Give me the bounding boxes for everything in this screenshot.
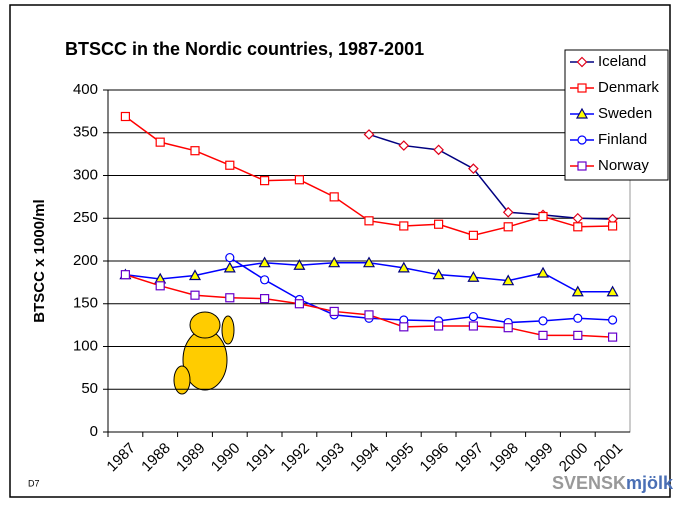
data-point [434,219,444,229]
data-point [397,261,410,273]
data-point [362,256,376,268]
data-point [607,332,618,342]
data-point [225,252,235,263]
data-point [606,285,619,297]
chart-title: BTSCC in the Nordic countries, 1987-2001 [65,39,424,59]
y-axis-label: BTSCC x 1000/ml [31,199,48,322]
data-point [258,256,271,268]
data-point [538,316,548,326]
data-point [502,274,515,286]
logo-part: SVENSK [552,473,626,493]
data-point [223,261,236,273]
data-point [328,256,341,268]
data-point [571,285,584,297]
data-point [294,175,304,185]
y-tick-label: 150 [73,295,98,312]
data-point [468,230,478,240]
legend-marker [575,107,589,119]
data-point [607,221,618,231]
data-point [363,129,375,140]
legend-marker [576,56,588,68]
data-point [293,259,306,270]
y-tick-label: 400 [73,81,98,98]
data-point [538,330,548,340]
data-point [536,266,550,278]
data-point [607,315,618,325]
legend-marker [577,83,587,93]
legend-marker [577,161,587,171]
series-line [229,256,613,324]
data-point [573,313,583,323]
legend-label: Norway [598,157,649,174]
y-tick-label: 300 [73,166,98,183]
data-point [468,163,479,175]
data-point [155,281,165,291]
data-point [120,111,131,122]
data-point [120,270,131,280]
data-point [434,321,444,331]
data-point [260,275,270,285]
data-point [468,321,478,331]
data-point [538,211,548,222]
mascot [173,311,235,395]
data-point [190,290,200,300]
y-tick-label: 100 [73,337,98,354]
data-point [399,221,409,231]
data-point [467,271,480,282]
data-point [364,310,374,320]
data-point [573,222,583,232]
legend-label: Denmark [598,79,659,96]
y-tick-label: 250 [73,209,98,226]
logo: SVENSKmjölk [552,473,674,493]
data-point [398,140,410,151]
data-point [503,323,513,333]
data-point [573,330,583,340]
data-point [503,222,513,232]
y-tick-label: 0 [90,423,98,440]
data-point [294,299,304,309]
y-tick-label: 50 [81,380,98,397]
y-tick-label: 200 [73,252,98,269]
data-point [225,293,235,303]
data-point [188,269,202,281]
data-point [225,160,235,170]
data-point [190,146,200,156]
data-point [399,322,409,332]
data-point [329,306,339,317]
legend-label: Sweden [598,105,652,122]
legend-label: Finland [598,131,647,148]
data-point [432,268,445,280]
data-point [364,216,374,226]
data-point [260,294,270,304]
y-tick-label: 350 [73,124,98,141]
legend-marker [577,135,587,145]
series-line [368,133,613,220]
data-point [260,176,270,186]
logo-part: mjölk [626,473,674,493]
legend-label: Iceland [598,53,646,70]
data-point [433,144,444,156]
data-point [155,137,165,147]
data-point [329,192,339,202]
footer-label: D7 [28,478,40,488]
data-point [502,206,514,218]
data-point [468,311,478,322]
